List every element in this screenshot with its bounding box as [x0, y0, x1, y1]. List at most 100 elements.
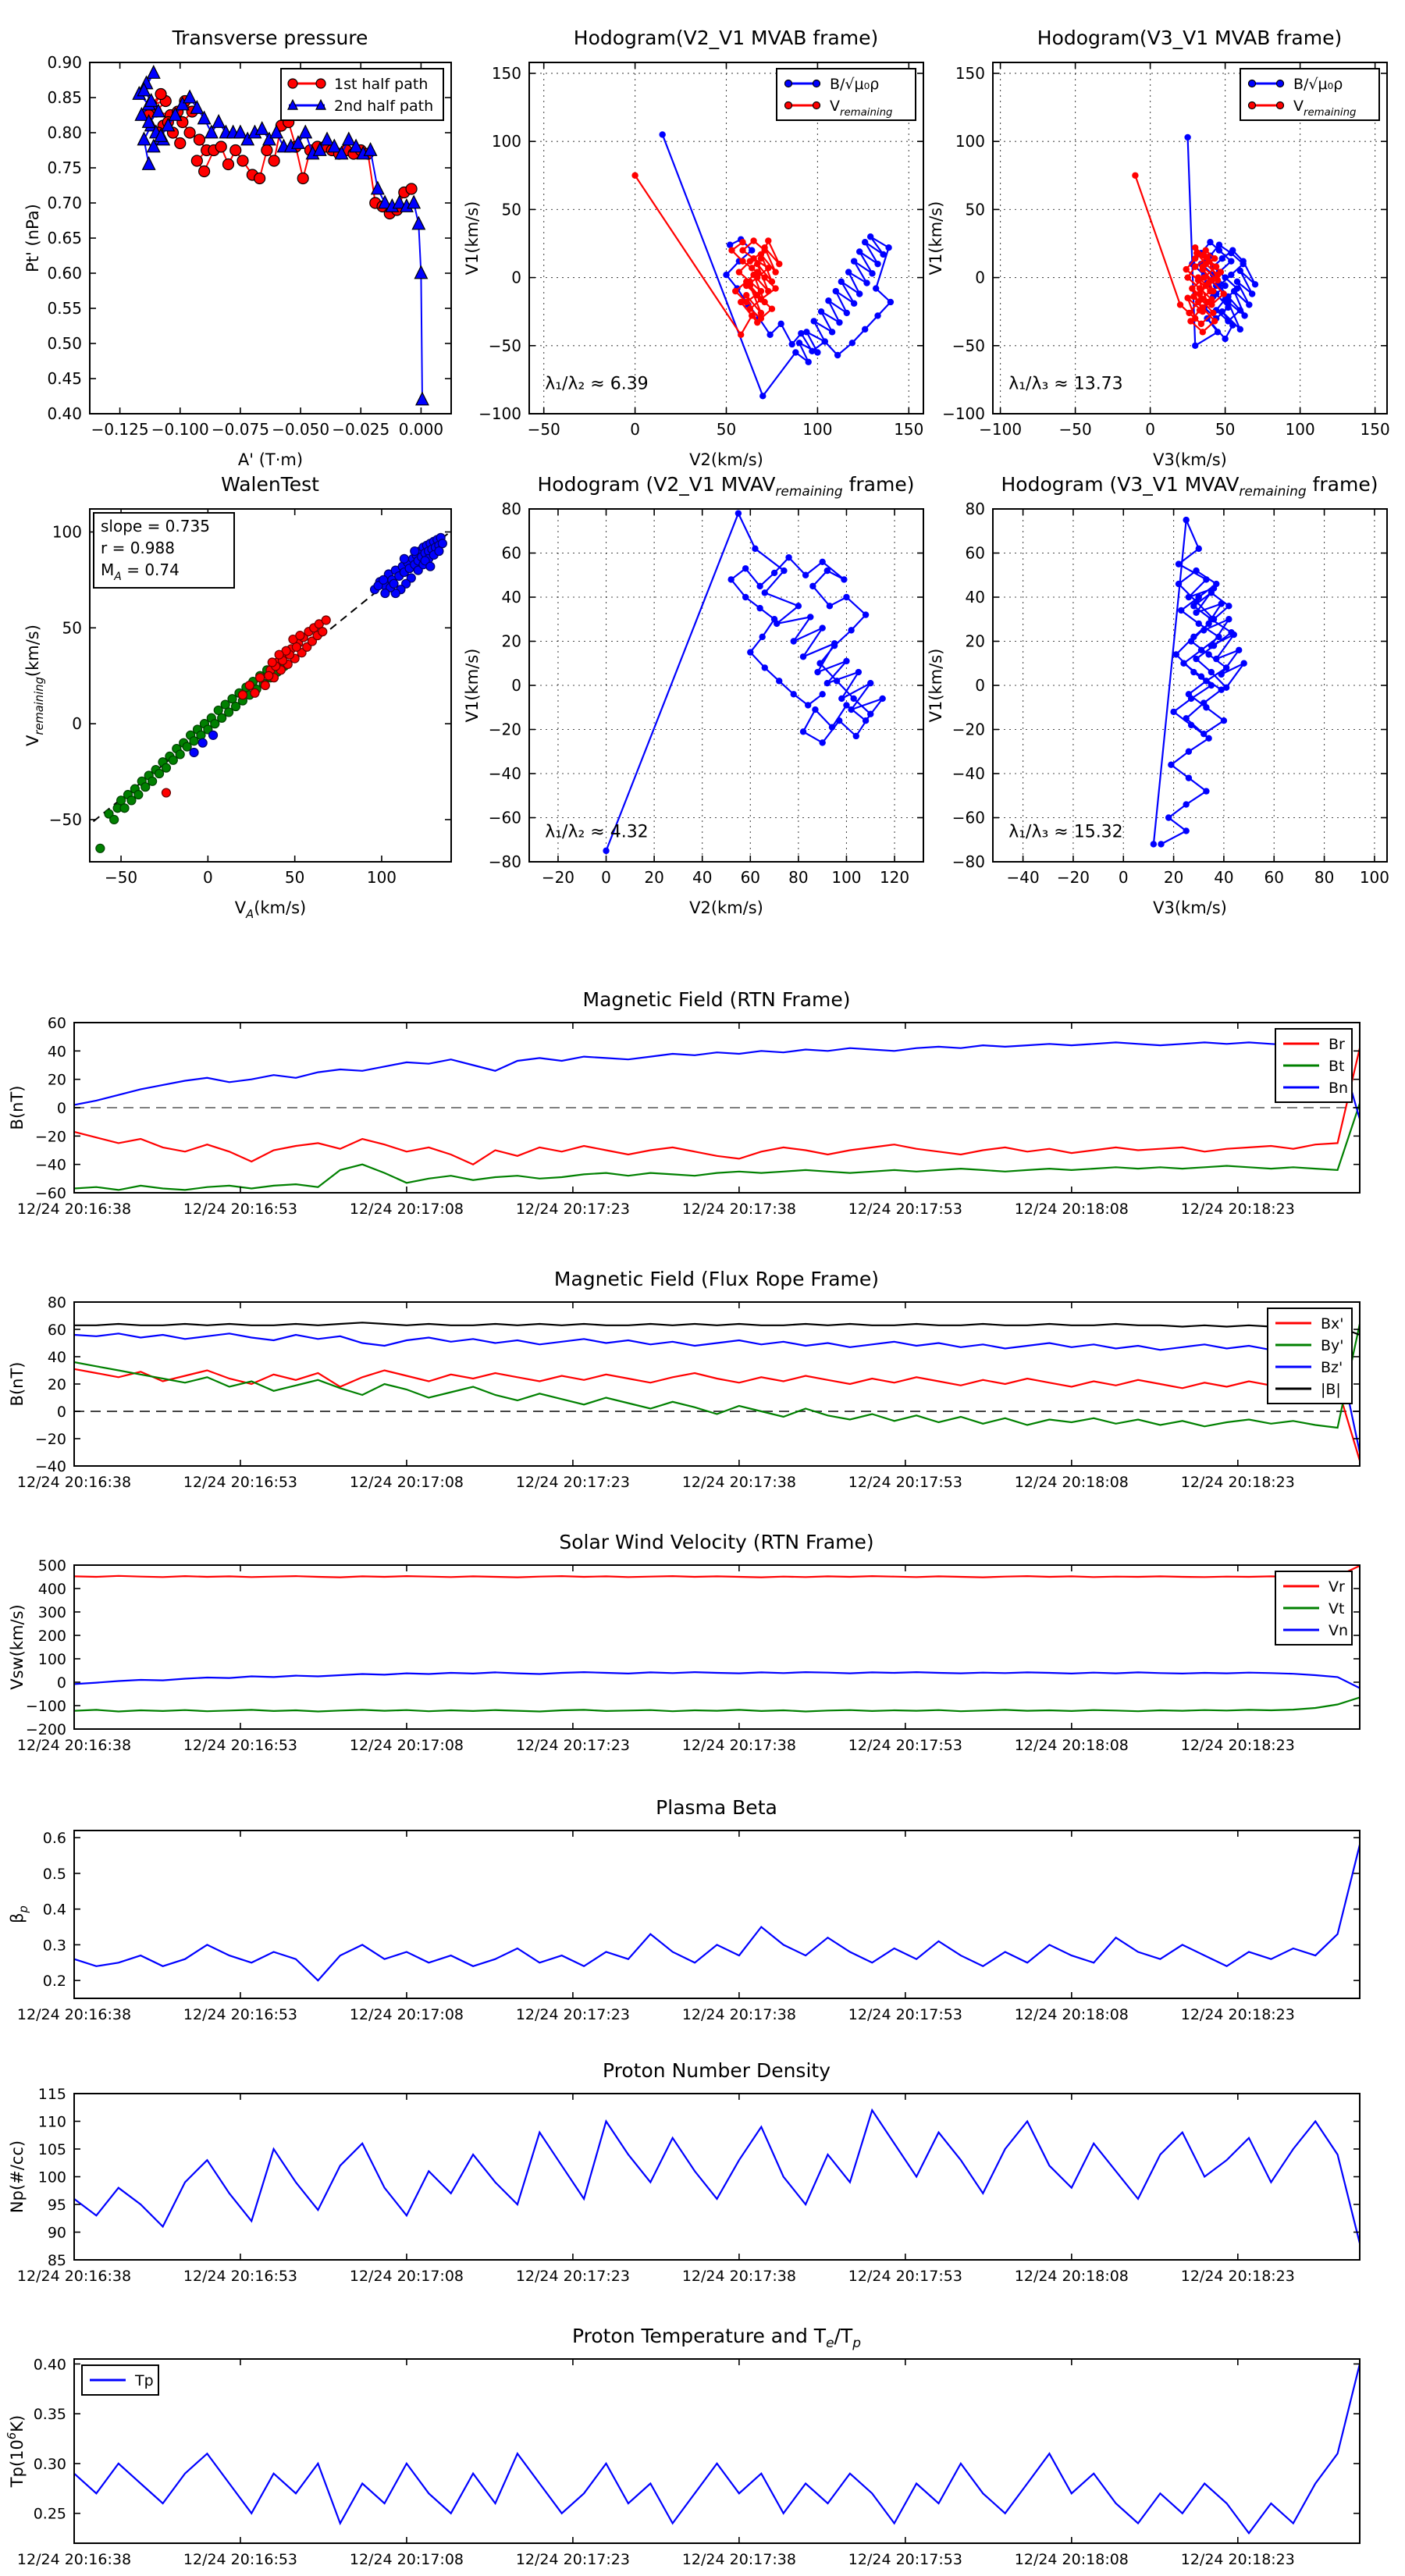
svg-text:0.35: 0.35: [34, 2406, 66, 2423]
svg-text:12/24 20:18:23: 12/24 20:18:23: [1181, 2006, 1295, 2023]
svg-text:Vn: Vn: [1329, 1622, 1348, 1639]
svg-text:12/24 20:17:38: 12/24 20:17:38: [682, 2006, 796, 2023]
chart-walen-test: −50 0 50 100 −50 0 50 100 VA(km/s) Vremaining(km/…: [23, 508, 452, 921]
svg-text:20: 20: [644, 868, 663, 887]
svg-text:V2(km/s): V2(km/s): [689, 450, 763, 469]
chart-plasma-beta: 12/24 20:16:38 12/24 20:16:53 12/24 20:17:…: [8, 1830, 1361, 2023]
svg-text:12/24 20:16:38: 12/24 20:16:38: [17, 2551, 131, 2568]
svg-text:|B|: |B|: [1321, 1381, 1341, 1398]
svg-text:0.40: 0.40: [47, 404, 82, 423]
svg-text:12/24 20:17:08: 12/24 20:17:08: [350, 2006, 464, 2023]
svg-text:−0.025: −0.025: [332, 420, 389, 439]
chart-title-solar-wind-velocity: Solar Wind Velocity (RTN Frame): [559, 1531, 874, 1553]
svg-text:r = 0.988: r = 0.988: [101, 539, 175, 557]
svg-text:100: 100: [492, 132, 521, 151]
svg-text:12/24 20:17:08: 12/24 20:17:08: [350, 1474, 464, 1491]
svg-text:12/24 20:18:08: 12/24 20:18:08: [1015, 2268, 1129, 2285]
svg-text:60: 60: [741, 868, 760, 887]
svg-text:12/24 20:18:23: 12/24 20:18:23: [1181, 1474, 1295, 1491]
svg-text:12/24 20:17:53: 12/24 20:17:53: [848, 1737, 962, 1754]
chart-title-hodogram-v3v1-mvab: Hodogram(V3_V1 MVAB frame): [1037, 27, 1343, 49]
svg-text:12/24 20:17:38: 12/24 20:17:38: [682, 1737, 796, 1754]
svg-text:−100: −100: [942, 404, 985, 423]
chart-proton-temperature: 12/24 20:16:38 12/24 20:16:53 12/24 20:17:…: [5, 2356, 1361, 2568]
chart-title-hodogram-v2v1-mvab: Hodogram(V2_V1 MVAB frame): [573, 27, 879, 49]
svg-text:12/24 20:17:53: 12/24 20:17:53: [848, 2268, 962, 2285]
svg-text:−20: −20: [489, 720, 521, 739]
chart-title-proton-number-density: Proton Number Density: [603, 2059, 831, 2082]
svg-text:0.65: 0.65: [47, 229, 82, 247]
svg-text:Tp(106K): Tp(106K): [5, 2415, 27, 2488]
svg-text:12/24 20:16:38: 12/24 20:16:38: [17, 2268, 131, 2285]
svg-text:−60: −60: [35, 1185, 66, 1202]
svg-text:−50: −50: [49, 810, 82, 829]
svg-text:80: 80: [966, 500, 985, 518]
svg-text:−20: −20: [35, 1431, 66, 1448]
svg-text:40: 40: [48, 1043, 66, 1060]
svg-text:0: 0: [975, 676, 985, 695]
svg-text:−40: −40: [952, 764, 985, 783]
svg-text:120: 120: [880, 868, 909, 887]
svg-text:80: 80: [1314, 868, 1334, 887]
chart-hodogram-v2v1-mvab: −50 0 50 100 150 −100 −50 0 50 100 150 V2(km/s) V1(k…: [463, 62, 924, 469]
svg-text:400: 400: [38, 1581, 66, 1598]
svg-text:40: 40: [502, 588, 521, 607]
svg-text:0: 0: [511, 676, 521, 695]
svg-text:12/24 20:16:38: 12/24 20:16:38: [17, 1474, 131, 1491]
svg-text:λ₁/λ₃ ≈ 13.73: λ₁/λ₃ ≈ 13.73: [1008, 375, 1123, 394]
svg-text:60: 60: [48, 1322, 66, 1339]
svg-text:20: 20: [1164, 868, 1183, 887]
svg-text:V2(km/s): V2(km/s): [689, 898, 763, 917]
svg-text:−40: −40: [35, 1157, 66, 1174]
svg-text:12/24 20:16:38: 12/24 20:16:38: [17, 2006, 131, 2023]
svg-text:105: 105: [38, 2141, 66, 2158]
svg-text:40: 40: [966, 588, 985, 607]
svg-text:0.85: 0.85: [47, 88, 82, 107]
svg-text:slope = 0.735: slope = 0.735: [101, 517, 210, 535]
svg-text:40: 40: [692, 868, 712, 887]
svg-text:100: 100: [1360, 868, 1389, 887]
svg-text:40: 40: [1214, 868, 1233, 887]
svg-text:100: 100: [955, 132, 985, 151]
svg-text:0.75: 0.75: [47, 158, 82, 177]
svg-text:0.4: 0.4: [43, 1902, 66, 1919]
svg-text:12/24 20:17:08: 12/24 20:17:08: [350, 1201, 464, 1218]
svg-text:150: 150: [1361, 420, 1390, 439]
svg-text:12/24 20:18:08: 12/24 20:18:08: [1015, 1474, 1129, 1491]
svg-text:−20: −20: [35, 1128, 66, 1145]
svg-text:12/24 20:16:53: 12/24 20:16:53: [183, 1201, 297, 1218]
chart-title-magnetic-field-flux-rope: Magnetic Field (Flux Rope Frame): [553, 1268, 880, 1290]
svg-text:0.30: 0.30: [34, 2456, 66, 2473]
svg-text:0.55: 0.55: [47, 299, 82, 318]
svg-text:0.2: 0.2: [43, 1973, 66, 1990]
svg-text:12/24 20:17:23: 12/24 20:17:23: [516, 1201, 630, 1218]
svg-text:85: 85: [48, 2252, 66, 2269]
svg-text:V1(km/s): V1(km/s): [927, 649, 945, 723]
svg-text:0: 0: [72, 714, 82, 733]
svg-text:0.000: 0.000: [399, 420, 443, 439]
svg-text:50: 50: [502, 200, 521, 219]
svg-text:Vr: Vr: [1329, 1578, 1345, 1596]
svg-text:0: 0: [1145, 420, 1155, 439]
svg-text:12/24 20:16:53: 12/24 20:16:53: [183, 2268, 297, 2285]
svg-text:B/√μ₀ρ: B/√μ₀ρ: [830, 76, 879, 93]
svg-text:−0.100: −0.100: [151, 420, 209, 439]
svg-text:0.60: 0.60: [47, 264, 82, 283]
svg-text:100: 100: [802, 420, 832, 439]
svg-text:12/24 20:16:53: 12/24 20:16:53: [183, 1737, 297, 1754]
svg-text:200: 200: [38, 1628, 66, 1645]
svg-text:12/24 20:18:23: 12/24 20:18:23: [1181, 1737, 1295, 1754]
svg-text:0.3: 0.3: [43, 1937, 66, 1954]
svg-text:12/24 20:17:53: 12/24 20:17:53: [848, 1474, 962, 1491]
svg-text:80: 80: [788, 868, 808, 887]
svg-text:12/24 20:18:08: 12/24 20:18:08: [1015, 2551, 1129, 2568]
chart-title-plasma-beta: Plasma Beta: [656, 1796, 777, 1819]
svg-text:12/24 20:17:08: 12/24 20:17:08: [350, 2268, 464, 2285]
chart-hodogram-v3v1-mvab: −100 −50 0 50 100 150 −100 −50 0 50 100 150 V3(km/s)…: [927, 62, 1390, 469]
chart-title-transverse-pressure: Transverse pressure: [172, 27, 368, 49]
svg-text:B(nT): B(nT): [8, 1086, 27, 1130]
svg-text:12/24 20:17:23: 12/24 20:17:23: [516, 1474, 630, 1491]
chart-solar-wind-velocity-rtn: 12/24 20:16:38 12/24 20:16:53 12/24 20:17:…: [8, 1557, 1361, 1754]
svg-text:Pt' (nPa): Pt' (nPa): [23, 204, 42, 272]
